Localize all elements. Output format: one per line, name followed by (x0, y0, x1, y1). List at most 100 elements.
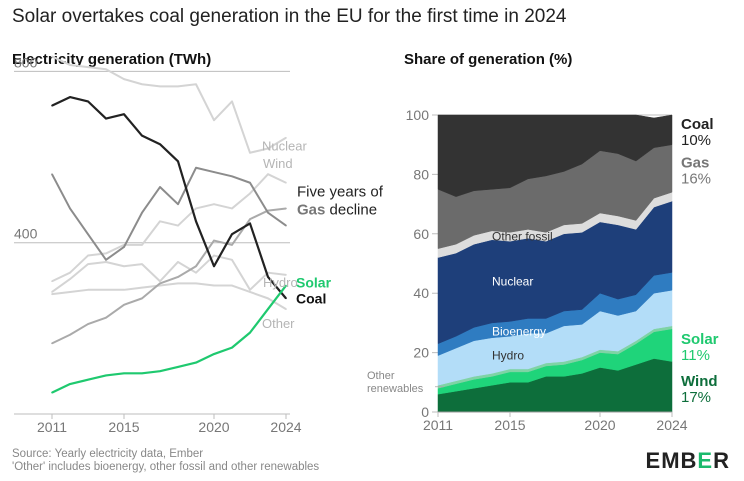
point-series-4-2018 (177, 276, 179, 278)
point-other-2020 (213, 284, 215, 287)
annotation-line-1: Five years of (297, 184, 384, 201)
point-wind-2016 (141, 244, 143, 246)
point-series-4-2021 (231, 244, 233, 246)
area-label-other-fossil: Other fossil (492, 229, 553, 243)
point-solar-2011 (51, 391, 53, 394)
point-series-4-2015 (123, 304, 125, 306)
area-y-tick-label-0: 0 (421, 404, 429, 420)
point-nuclear-2017 (159, 85, 161, 88)
point-wind-2012 (69, 271, 71, 274)
point-other-2014 (105, 289, 107, 291)
point-nuclear-2021 (231, 100, 233, 103)
series-label-solar: Solar (296, 275, 332, 291)
point-series-4-2013 (87, 323, 89, 325)
series-label-nuclear: Nuclear (262, 138, 307, 153)
point-coal-2021 (231, 233, 233, 235)
point-hydro-2021 (231, 259, 233, 261)
line-gas (51, 166, 287, 261)
x-tick-label-2020: 2020 (198, 419, 229, 435)
point-hydro-2018 (177, 261, 179, 263)
area-y-tick-label-100: 100 (406, 107, 430, 123)
point-gas-2016 (141, 211, 143, 214)
x-tick-label-2024: 2024 (270, 419, 301, 435)
area-y-tick-label-60: 60 (413, 226, 429, 242)
line-solar (51, 284, 287, 394)
point-hydro-2013 (87, 263, 89, 265)
point-series-4-2024 (285, 207, 287, 210)
point-other-2015 (123, 289, 125, 291)
line-wind (51, 173, 287, 283)
point-wind-2017 (159, 220, 161, 223)
point-gas-2021 (231, 175, 233, 178)
annotation-gas: Gas (297, 202, 325, 219)
area-x-tick-label-2011: 2011 (423, 417, 453, 433)
area-label-hydro: Hydro (492, 349, 524, 363)
line-chart-subtitle: Electricity generation (TWh) (12, 51, 212, 68)
point-coal-2016 (141, 134, 143, 137)
point-gas-2015 (123, 246, 125, 248)
line-series-4 (51, 207, 287, 345)
point-series-4-2019 (195, 265, 197, 268)
point-nuclear-2024 (285, 136, 287, 139)
point-wind-2020 (213, 203, 215, 205)
point-coal-2014 (105, 117, 107, 120)
annotation-rest: decline (325, 202, 377, 219)
point-series-4-2020 (213, 239, 215, 242)
line-hydro (51, 254, 287, 293)
point-other-2017 (159, 284, 161, 287)
point-gas-2018 (177, 203, 179, 205)
point-series-4-2022 (249, 218, 251, 220)
point-wind-2022 (249, 192, 251, 195)
area-label-nuclear: Nuclear (492, 274, 533, 288)
point-hydro-2012 (69, 278, 71, 280)
other-definition-note: 'Other' includes bioenergy, other fossil… (12, 461, 320, 473)
y-tick-label-400: 400 (14, 226, 38, 242)
point-coal-2023 (267, 276, 269, 278)
point-solar-2017 (159, 370, 161, 372)
area-y-tick-label-80: 80 (413, 166, 429, 182)
point-solar-2014 (105, 374, 107, 377)
point-solar-2023 (267, 308, 269, 310)
point-solar-2018 (177, 366, 179, 368)
point-other-2018 (177, 282, 179, 285)
area-coal (437, 114, 673, 197)
point-coal-2013 (87, 100, 89, 103)
point-other-2019 (195, 282, 197, 285)
point-solar-2015 (123, 372, 125, 375)
point-solar-2021 (231, 346, 233, 349)
end-label-gas: Gas (681, 154, 709, 171)
point-series-4-2012 (69, 333, 71, 336)
end-label-wind: Wind (681, 373, 718, 390)
line-coal (51, 96, 287, 300)
point-hydro-2016 (141, 263, 143, 265)
end-value-gas: 16% (681, 170, 711, 187)
point-coal-2011 (51, 104, 53, 107)
point-hydro-2024 (285, 274, 287, 276)
point-gas-2011 (51, 173, 53, 175)
point-hydro-2022 (249, 289, 251, 291)
point-nuclear-2012 (69, 64, 71, 66)
point-hydro-2020 (213, 254, 215, 257)
ember-logo: EMBER (645, 448, 730, 473)
point-hydro-2017 (159, 280, 161, 283)
point-hydro-2019 (195, 271, 197, 274)
point-solar-2013 (87, 378, 89, 381)
point-gas-2013 (87, 233, 89, 235)
point-nuclear-2016 (141, 83, 143, 86)
point-gas-2012 (69, 207, 71, 210)
point-nuclear-2015 (123, 78, 125, 80)
end-value-solar: 11% (681, 347, 710, 364)
point-wind-2013 (87, 254, 89, 257)
point-other-2023 (267, 297, 269, 300)
point-hydro-2015 (123, 265, 125, 268)
area-x-tick-label-2015: 2015 (494, 417, 525, 433)
point-gas-2020 (213, 171, 215, 173)
point-nuclear-2018 (177, 85, 179, 88)
point-coal-2012 (69, 96, 71, 98)
point-gas-2014 (105, 259, 107, 261)
point-coal-2022 (249, 222, 251, 225)
line-nuclear (51, 55, 287, 154)
area-y-tick-label-40: 40 (413, 285, 429, 301)
page-title: Solar overtakes coal generation in the E… (12, 6, 567, 27)
